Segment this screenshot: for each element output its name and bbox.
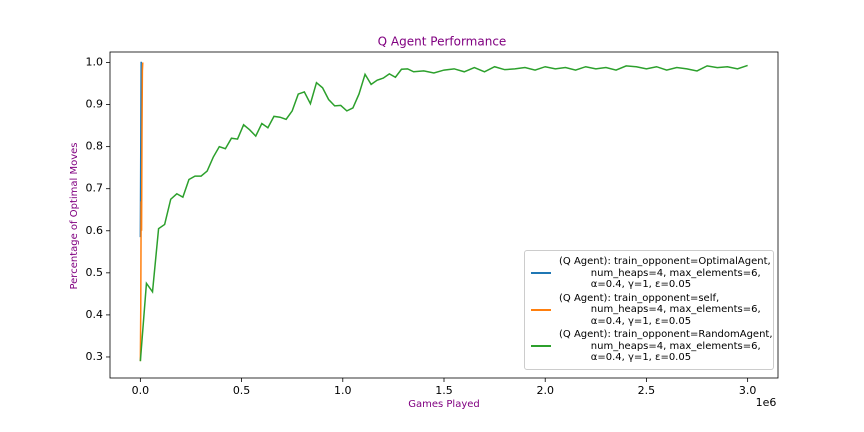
y-tick-label: 0.6 [86,224,104,237]
x-tick-label: 2.5 [638,384,656,397]
x-axis-label: Games Played [408,399,480,410]
y-tick-label: 1.0 [86,56,104,69]
y-tick-label: 0.7 [86,182,104,195]
series-line [139,62,144,362]
chart-title: Q Agent Performance [378,35,507,49]
y-tick-label: 0.8 [86,140,104,153]
x-tick-label: 1.5 [435,384,453,397]
legend-entry: (Q Agent): train_opponent=RandomAgent, n… [525,329,773,364]
x-tick-label: 2.0 [536,384,554,397]
legend-entry: (Q Agent): train_opponent=OptimalAgent, … [525,256,773,291]
y-tick-label: 0.4 [86,308,104,321]
legend-label: (Q Agent): train_opponent=self, num_heap… [559,292,761,327]
legend-swatch [531,308,551,311]
series-line [139,61,142,238]
x-tick-label: 0.0 [132,384,150,397]
x-tick-label: 1.0 [334,384,352,397]
y-tick-label: 0.5 [86,266,104,279]
legend-swatch [531,272,551,275]
x-tick-label: 3.0 [739,384,757,397]
legend-label: (Q Agent): train_opponent=RandomAgent, n… [559,329,773,363]
series-line [139,64,748,362]
legend-entry: (Q Agent): train_opponent=self, num_heap… [525,293,773,328]
x-offset-label: 1e6 [756,396,777,409]
y-tick-label: 0.9 [86,98,104,111]
legend-swatch [531,345,551,348]
x-tick-label: 0.5 [233,384,251,397]
legend: (Q Agent): train_opponent=OptimalAgent, … [524,250,774,370]
y-tick-label: 0.3 [86,350,104,363]
legend-label: (Q Agent): train_opponent=OptimalAgent, … [559,256,771,290]
y-axis-label: Percentage of Optimal Moves [69,142,80,289]
